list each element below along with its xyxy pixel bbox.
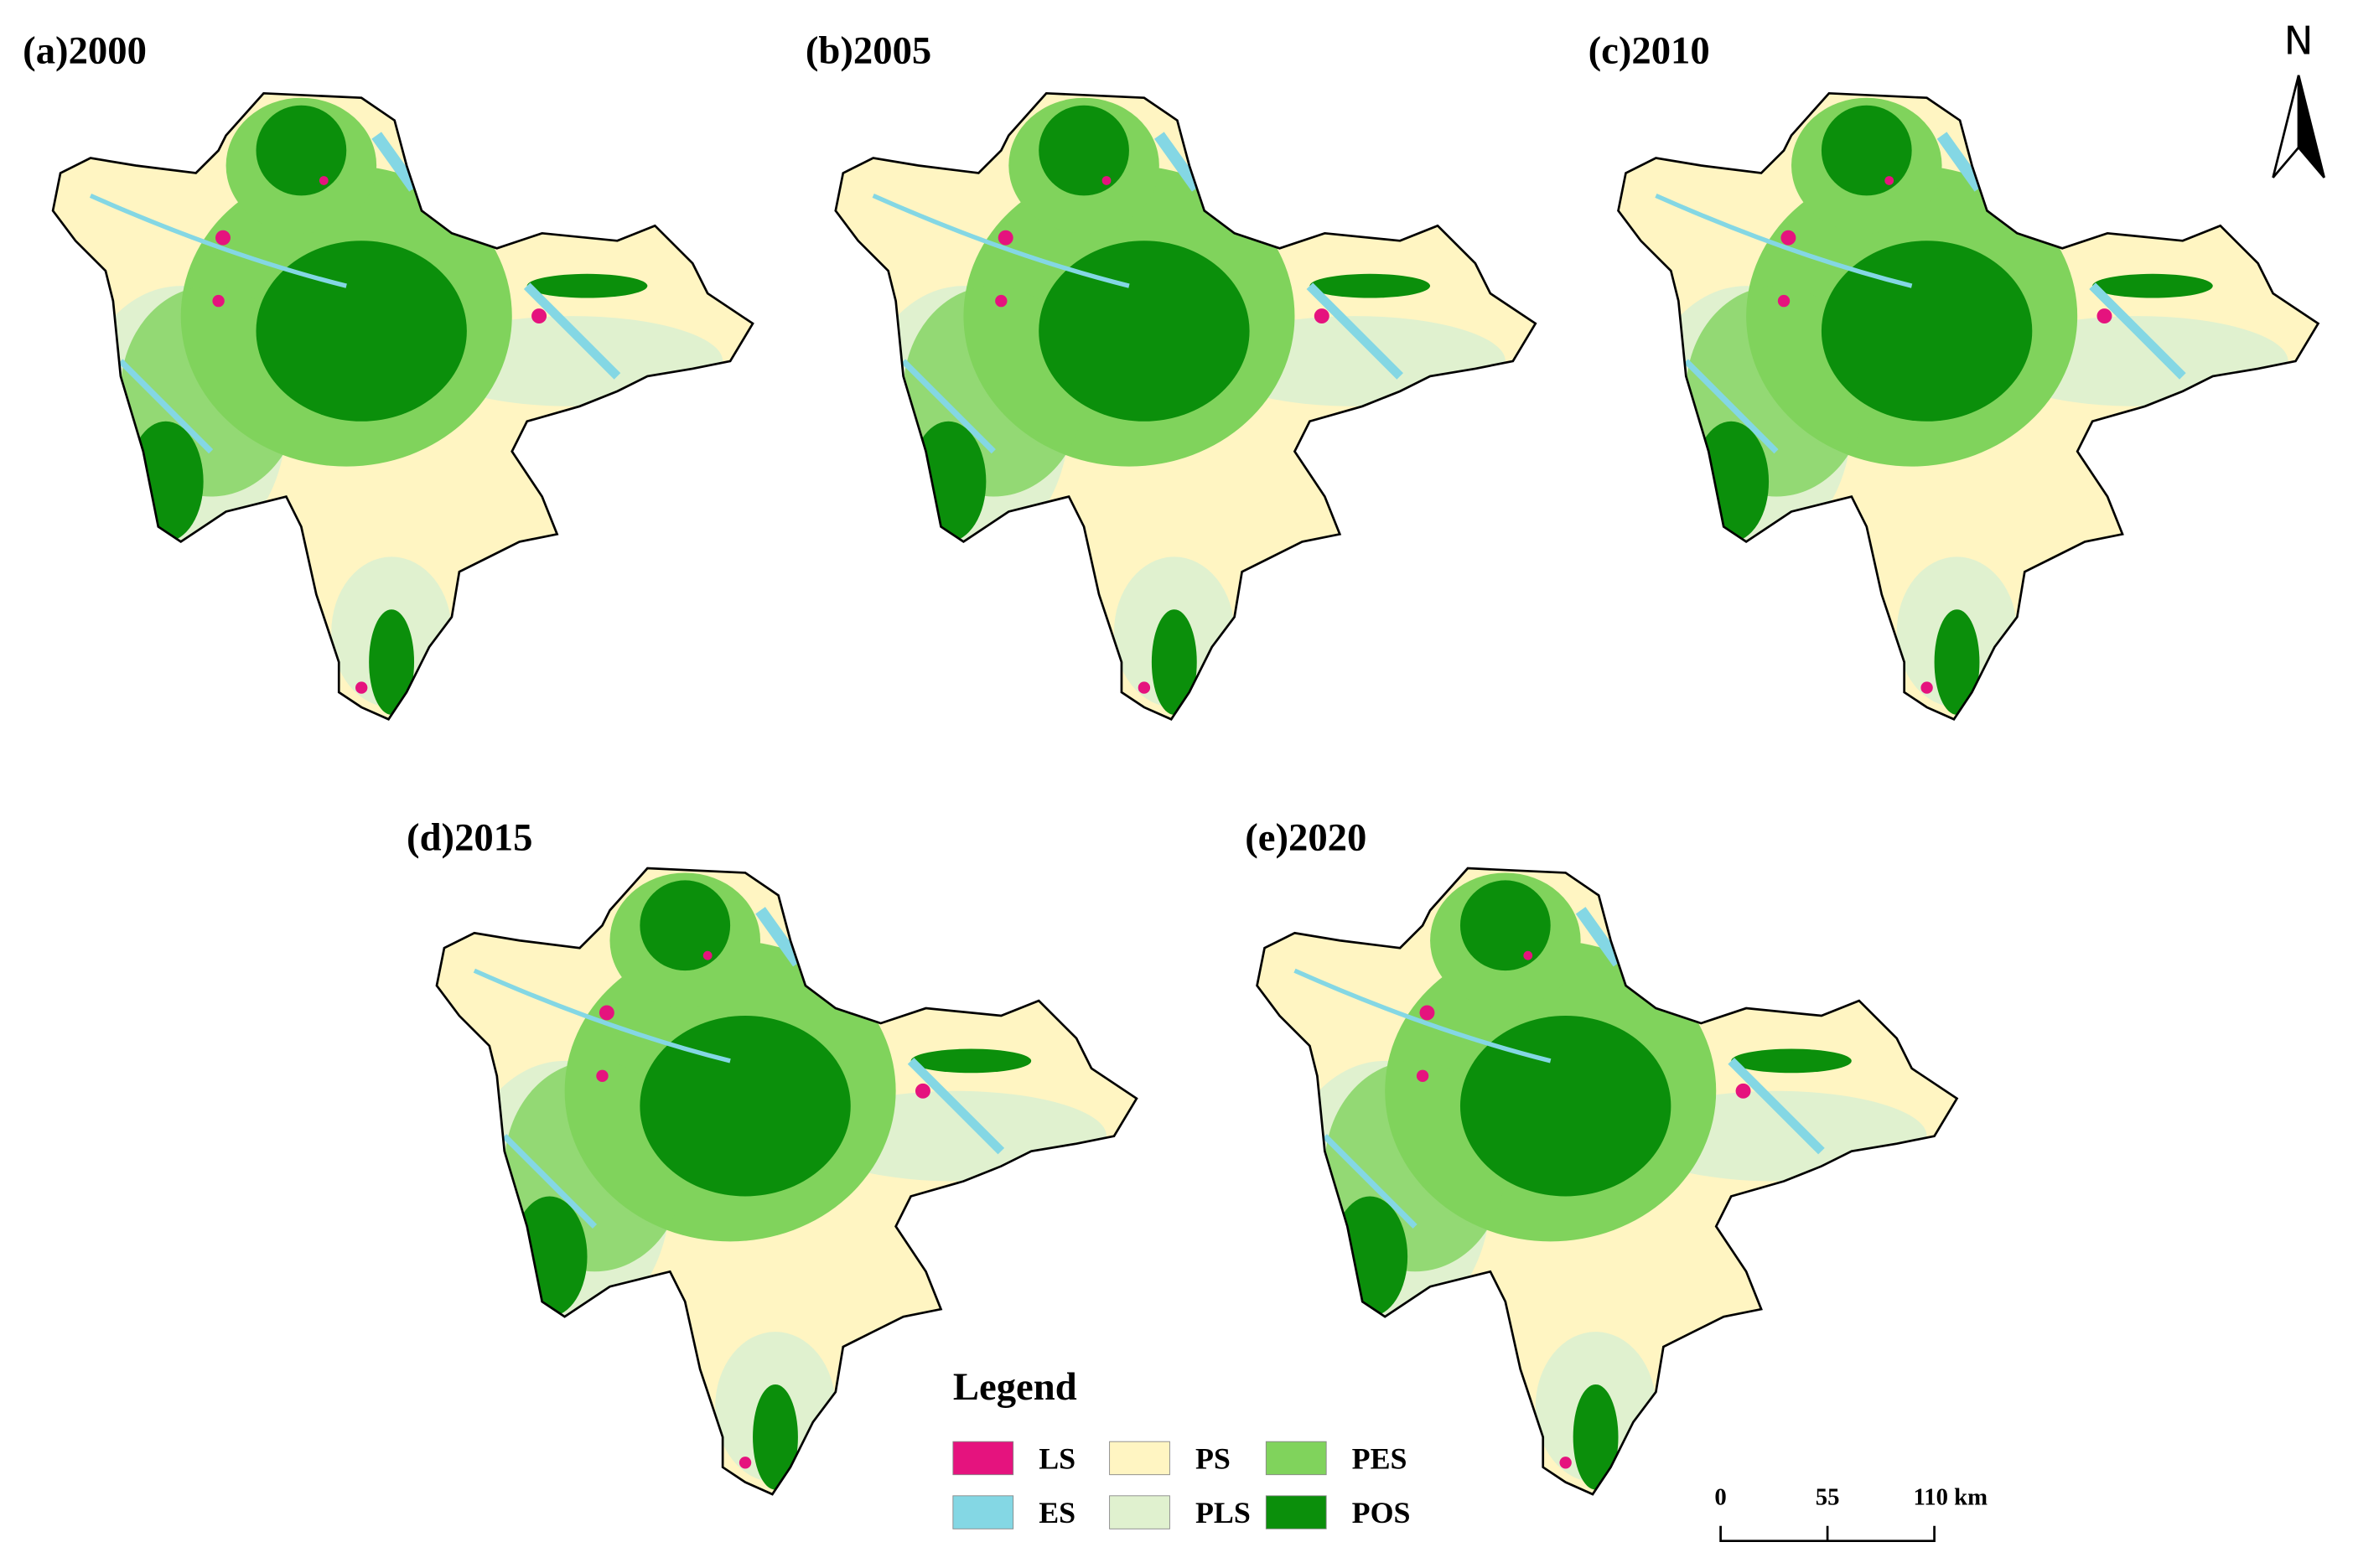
legend-swatch <box>952 1441 1014 1476</box>
legend-title: Legend <box>953 1365 1077 1409</box>
panel-title: (a)2000 <box>23 28 147 72</box>
panel-title: (b)2005 <box>806 28 931 72</box>
scale-label: 55 <box>1816 1484 1840 1511</box>
region-map <box>414 851 1167 1513</box>
legend-label: ES <box>1039 1496 1075 1529</box>
legend-label: LS <box>1039 1441 1075 1475</box>
legend-swatch <box>1109 1441 1170 1476</box>
map-panel <box>1235 851 1988 1513</box>
map-panel <box>1596 75 2349 737</box>
scale-bar: 0 55 110 km <box>1714 1484 1988 1543</box>
north-label: N <box>2284 19 2314 65</box>
region-map <box>30 75 783 737</box>
panel-title: (c)2010 <box>1589 28 1710 72</box>
legend-label: PES <box>1352 1441 1407 1475</box>
map-panels: (a)2000 (b)2005 (c)2010 (d)2015 (e)2020 <box>23 28 2348 1512</box>
map-panel <box>414 851 1167 1513</box>
map-panel <box>30 75 783 737</box>
legend-label: POS <box>1352 1496 1411 1529</box>
region-map <box>813 75 1566 737</box>
legend-swatch <box>1109 1495 1170 1529</box>
legend-swatch <box>952 1495 1014 1529</box>
region-map <box>1596 75 2349 737</box>
legend-swatch <box>1265 1495 1327 1529</box>
legend-label: PLS <box>1195 1496 1251 1529</box>
legend: LS PS PES ES PLS POS <box>952 1441 1411 1529</box>
scale-label: 110 km <box>1913 1484 1988 1511</box>
panel-title: (e)2020 <box>1245 816 1366 860</box>
scale-label: 0 <box>1714 1484 1726 1511</box>
north-arrow <box>2272 75 2325 179</box>
region-map <box>1235 851 1988 1513</box>
map-panel <box>813 75 1566 737</box>
legend-swatch <box>1265 1441 1327 1476</box>
legend-label: PS <box>1195 1441 1231 1475</box>
panel-title: (d)2015 <box>407 816 532 860</box>
